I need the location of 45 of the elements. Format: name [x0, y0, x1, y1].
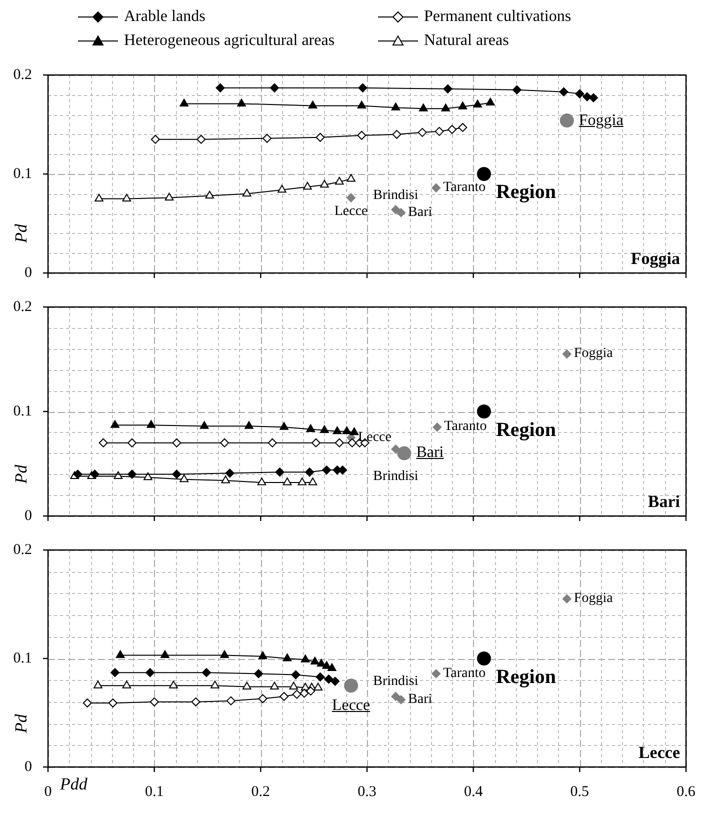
x-tick-label: 0 [44, 784, 52, 800]
x-tick-label: 0.1 [144, 784, 164, 800]
y-tick-label: 0 [24, 508, 32, 524]
annotation: Lecce [332, 696, 370, 715]
x-tick-label: 0.3 [358, 784, 376, 800]
annotation: Region [496, 418, 556, 442]
annotation: Taranto [443, 180, 486, 196]
annotation: Brindisi [373, 674, 418, 690]
annotation: Foggia [578, 112, 624, 130]
annotation: Region [496, 666, 556, 688]
annotation: Bari [416, 444, 444, 462]
y-tick-label: 0.2 [13, 298, 32, 315]
y-axis-title: Pd [11, 714, 30, 734]
annotation: Taranto [444, 419, 487, 436]
annotation: Taranto [443, 666, 486, 682]
legend-label: Natural areas [424, 32, 509, 50]
y-axis-title: Pd [11, 464, 30, 485]
legend-label: Heterogeneous agricultural areas [124, 32, 335, 50]
y-tick-label: 0.2 [13, 66, 32, 83]
annotation: Bari [408, 692, 432, 708]
annotation: Foggia [574, 346, 613, 362]
x-tick-label: 0.5 [570, 784, 590, 800]
y-tick-label: 0.1 [13, 650, 32, 666]
annotation: Region [496, 181, 556, 204]
x-tick-label: 0.4 [464, 784, 484, 800]
x-tick-label: 0.6 [676, 784, 696, 800]
annotation: Brindisi [373, 188, 418, 204]
annotation: Lecce [334, 204, 368, 220]
text: Bari [648, 492, 680, 511]
legend-label: Arable lands [124, 8, 206, 26]
annotation: Lecce [358, 430, 392, 446]
annotation: Foggia [574, 590, 613, 607]
y-axis-title: Pd [11, 223, 30, 244]
text: Lecce [638, 743, 680, 762]
annotation: Bari [408, 204, 432, 221]
text: Foggia [630, 249, 680, 268]
annotation: Brindisi [373, 469, 418, 486]
x-tick-label: 0.2 [251, 784, 270, 800]
y-tick-label: 0.2 [13, 542, 32, 558]
x-axis-title: Pdd [59, 774, 88, 794]
y-tick-label: 0 [24, 264, 32, 281]
y-tick-label: 0.1 [13, 166, 32, 182]
legend-label: Permanent cultivations [424, 8, 572, 26]
y-tick-label: 0 [24, 758, 32, 775]
y-tick-label: 0.1 [13, 403, 32, 420]
